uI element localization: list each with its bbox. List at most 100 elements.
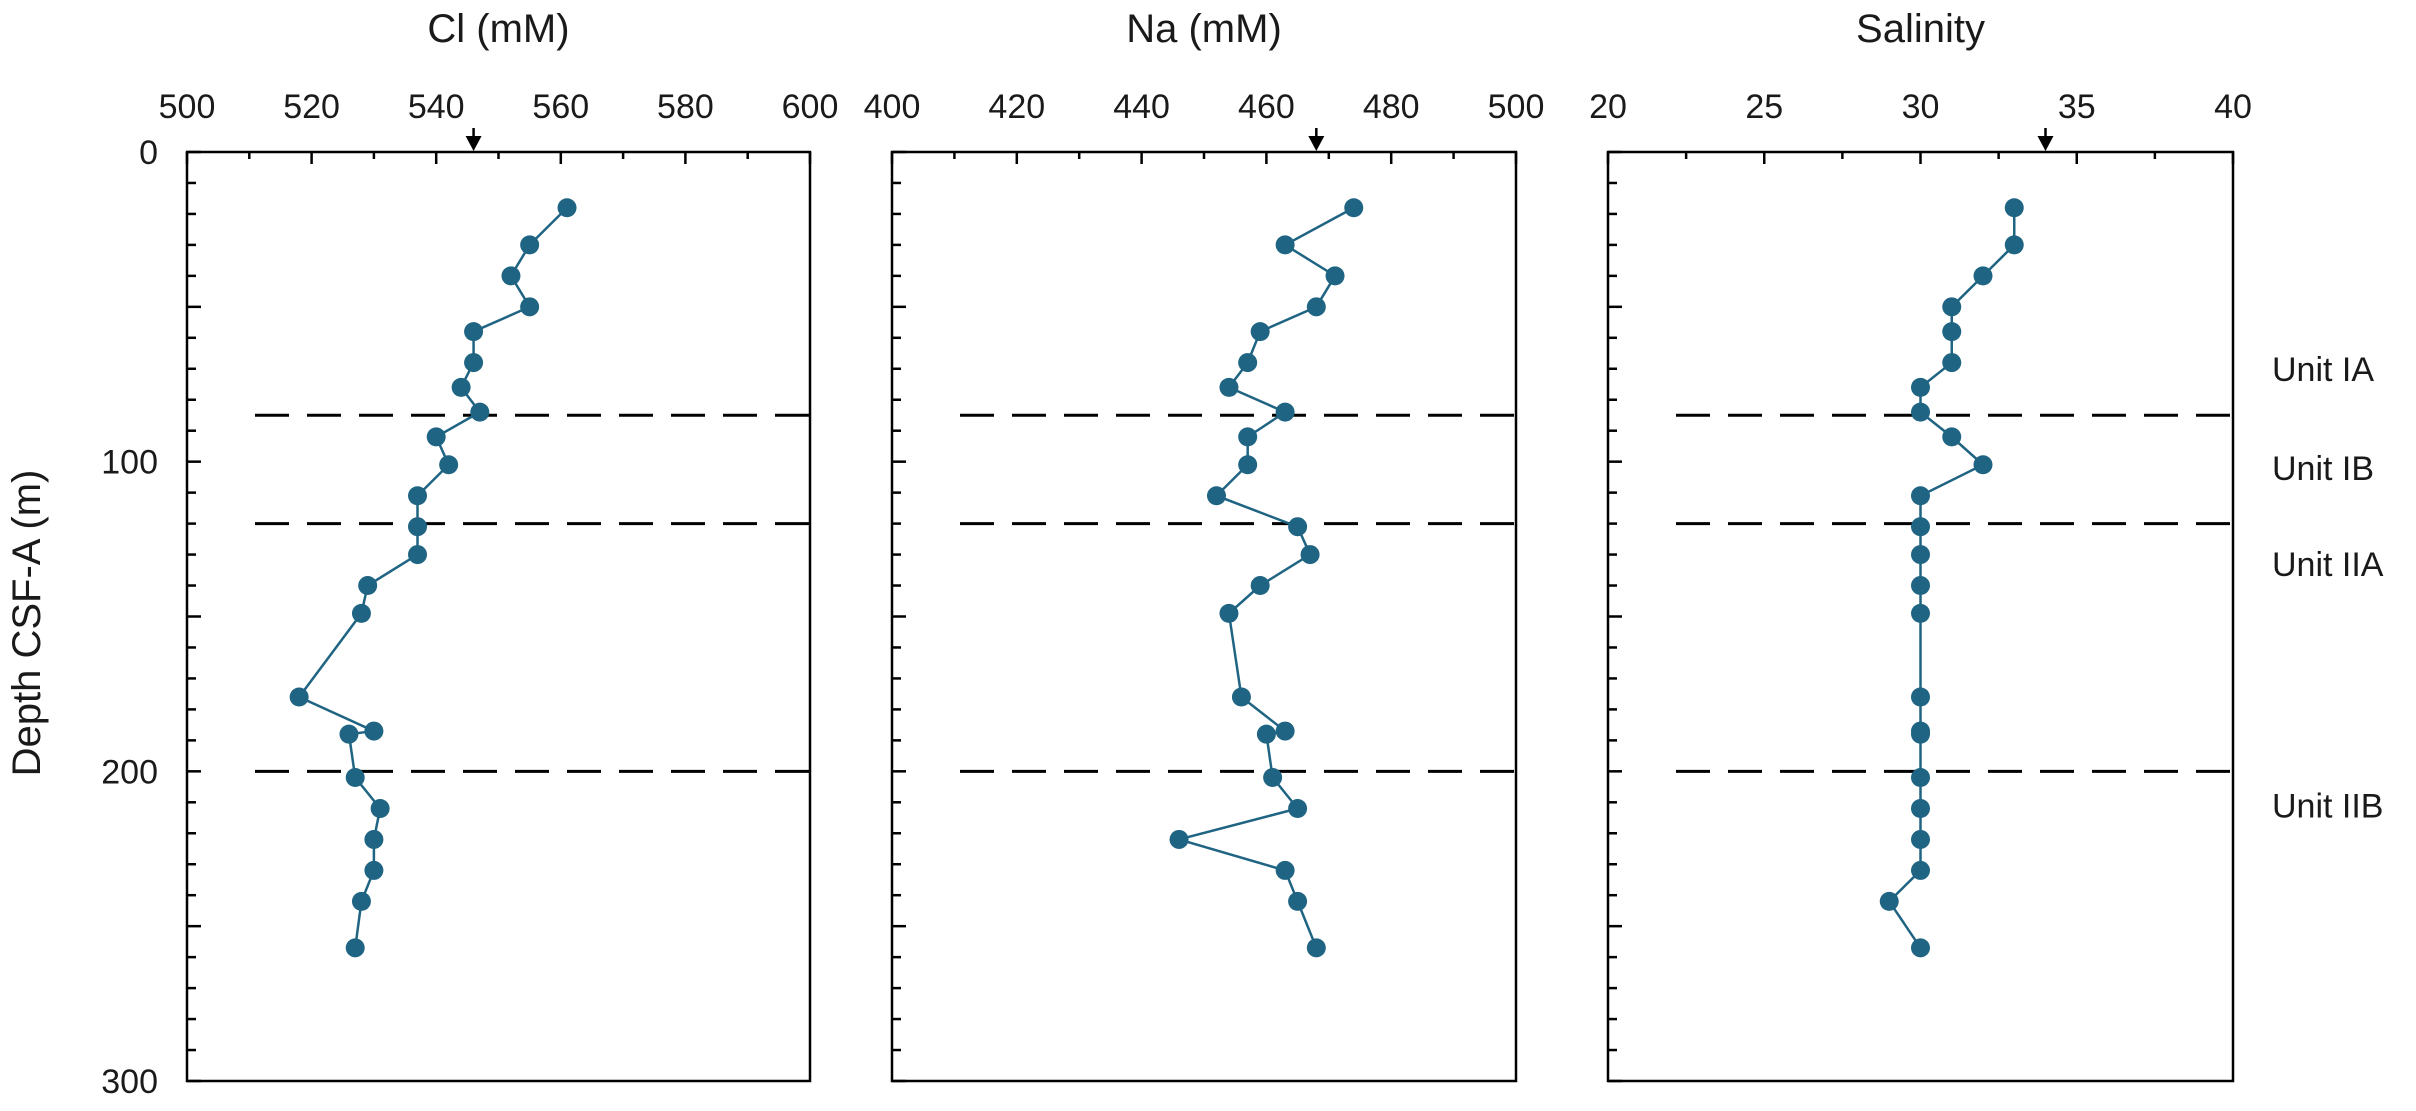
x-tick-label: 400	[864, 88, 921, 126]
data-point	[1238, 353, 1258, 373]
unit-labels: Unit IA Unit IB Unit IIA Unit IIB	[2272, 351, 2384, 826]
x-tick-label: 35	[2058, 88, 2096, 126]
data-point	[2004, 235, 2024, 255]
data-point	[1911, 687, 1930, 707]
panel-0: Cl (mM) 500 520 540 560 580 600	[159, 7, 839, 1083]
data-point	[1911, 576, 1930, 596]
data-point	[1306, 938, 1326, 958]
data-point	[451, 377, 471, 397]
data-point	[1250, 576, 1270, 596]
data-point	[345, 938, 365, 958]
series-line	[1887, 207, 2016, 949]
data-point	[408, 517, 428, 537]
data-point	[1256, 724, 1276, 744]
data-point	[1911, 829, 1930, 849]
data-point	[1942, 322, 1962, 342]
data-point	[1288, 517, 1308, 537]
data-point	[1325, 266, 1345, 286]
data-point	[1942, 297, 1962, 317]
data-point	[1973, 455, 1993, 475]
data-point	[351, 603, 371, 623]
panels: 0 100 200 300 Cl (mM) 500 520 540 560 580 600 Na (m…	[101, 7, 2252, 1101]
data-point	[364, 721, 384, 741]
y-tick-label: 100	[101, 444, 158, 482]
data-point	[1942, 353, 1962, 373]
data-point	[426, 427, 446, 447]
data-point	[1250, 322, 1270, 342]
data-point	[1275, 860, 1295, 880]
data-point	[2004, 198, 2024, 218]
data-point	[408, 545, 428, 565]
x-tick-label: 40	[2214, 88, 2252, 126]
data-point	[1911, 724, 1930, 744]
data-point	[408, 486, 428, 506]
panel-frame	[890, 150, 1518, 1083]
data-point	[520, 297, 540, 317]
x-tick-label: 500	[1488, 88, 1545, 126]
data-point	[364, 829, 384, 849]
x-tick-label: 520	[283, 88, 340, 126]
data-point	[439, 455, 459, 475]
data-point	[501, 266, 521, 286]
data-point	[1911, 517, 1930, 537]
x-tick-label: 480	[1363, 88, 1420, 126]
data-point	[1219, 377, 1239, 397]
data-point	[1169, 829, 1189, 849]
x-tick-label: 420	[988, 88, 1045, 126]
x-tick-label: 560	[532, 88, 589, 126]
data-point	[1306, 297, 1326, 317]
panel-title: Salinity	[1856, 7, 1985, 51]
panel-2: Salinity 20 25 30 35 40	[1589, 7, 2252, 1083]
data-point	[1911, 486, 1930, 506]
data-point	[1911, 545, 1930, 565]
panel-1: Na (mM) 400 420 440 460 480 500	[864, 7, 1545, 1083]
x-tick-label: 30	[1902, 88, 1940, 126]
data-point	[358, 576, 378, 596]
data-point	[1206, 486, 1226, 506]
data-point	[1942, 427, 1962, 447]
data-point	[1219, 603, 1239, 623]
data-point	[351, 891, 371, 911]
x-tick-label: 540	[408, 88, 465, 126]
y-tick-label: 300	[101, 1063, 158, 1101]
unit-label: Unit IIB	[2272, 787, 2383, 825]
data-point	[1911, 603, 1930, 623]
x-tick-label: 600	[782, 88, 839, 126]
data-point	[1911, 402, 1930, 422]
data-point	[1973, 266, 1993, 286]
data-point	[1288, 798, 1308, 818]
data-point	[1275, 235, 1295, 255]
x-tick-label: 20	[1589, 88, 1627, 126]
y-axis-label: Depth CSF-A (m)	[5, 470, 49, 777]
data-point	[1300, 545, 1320, 565]
panel-title: Na (mM)	[1126, 7, 1282, 51]
reference-marker-arrow	[1308, 136, 1325, 151]
data-point	[1911, 377, 1930, 397]
x-tick-label: 460	[1238, 88, 1295, 126]
unit-label: Unit IB	[2272, 450, 2374, 488]
reference-marker-arrow	[2037, 136, 2054, 151]
data-point	[1879, 891, 1899, 911]
series-line	[297, 206, 568, 949]
data-point	[1288, 891, 1308, 911]
data-point	[345, 768, 365, 788]
data-point	[1911, 938, 1930, 958]
data-point	[1911, 768, 1930, 788]
x-tick-label: 500	[159, 88, 216, 126]
data-point	[1911, 860, 1930, 880]
unit-label: Unit IIA	[2272, 546, 2384, 584]
unit-label: Unit IA	[2272, 351, 2374, 389]
data-point	[339, 724, 359, 744]
data-point	[1238, 427, 1258, 447]
data-point	[289, 687, 309, 707]
data-point	[1263, 768, 1283, 788]
x-tick-label: 440	[1113, 88, 1170, 126]
data-point	[370, 798, 390, 818]
reference-marker-arrow	[465, 136, 482, 151]
x-tick-label: 25	[1745, 88, 1783, 126]
panel-frame	[185, 150, 812, 1083]
x-tick-label: 580	[657, 88, 714, 126]
data-point	[1275, 402, 1295, 422]
data-point	[1344, 198, 1364, 218]
